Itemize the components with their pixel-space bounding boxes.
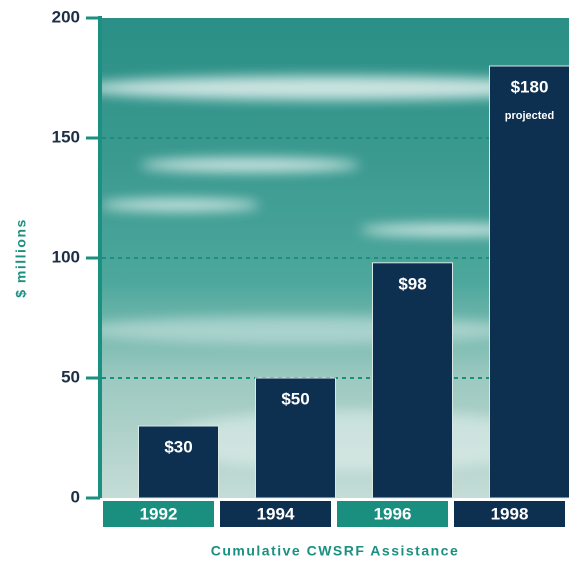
bar (255, 377, 336, 499)
y-tick-label: 0 (71, 487, 80, 506)
y-tick-label: 200 (52, 7, 80, 26)
bar (138, 425, 219, 499)
value-label: $98 (398, 274, 426, 293)
bar (372, 262, 453, 499)
annotation: projected (505, 110, 555, 122)
category-box (454, 501, 565, 527)
value-label: $50 (281, 389, 309, 408)
y-tick-label: 100 (52, 247, 80, 266)
x-tick-label: 1996 (374, 504, 412, 523)
x-tick-label: 1998 (491, 504, 529, 523)
y-axis-label: $ millions (13, 218, 29, 298)
bar (489, 65, 569, 499)
x-tick-label: 1994 (257, 504, 295, 523)
value-label: $180 (511, 77, 549, 96)
y-tick-label: 150 (52, 127, 80, 146)
category-box (220, 501, 331, 527)
x-axis-label: Cumulative CWSRF Assistance (211, 543, 459, 559)
category-box (337, 501, 448, 527)
x-tick-label: 1992 (140, 504, 178, 523)
y-tick-label: 50 (61, 367, 80, 386)
category-box (103, 501, 214, 527)
value-label: $30 (164, 437, 192, 456)
